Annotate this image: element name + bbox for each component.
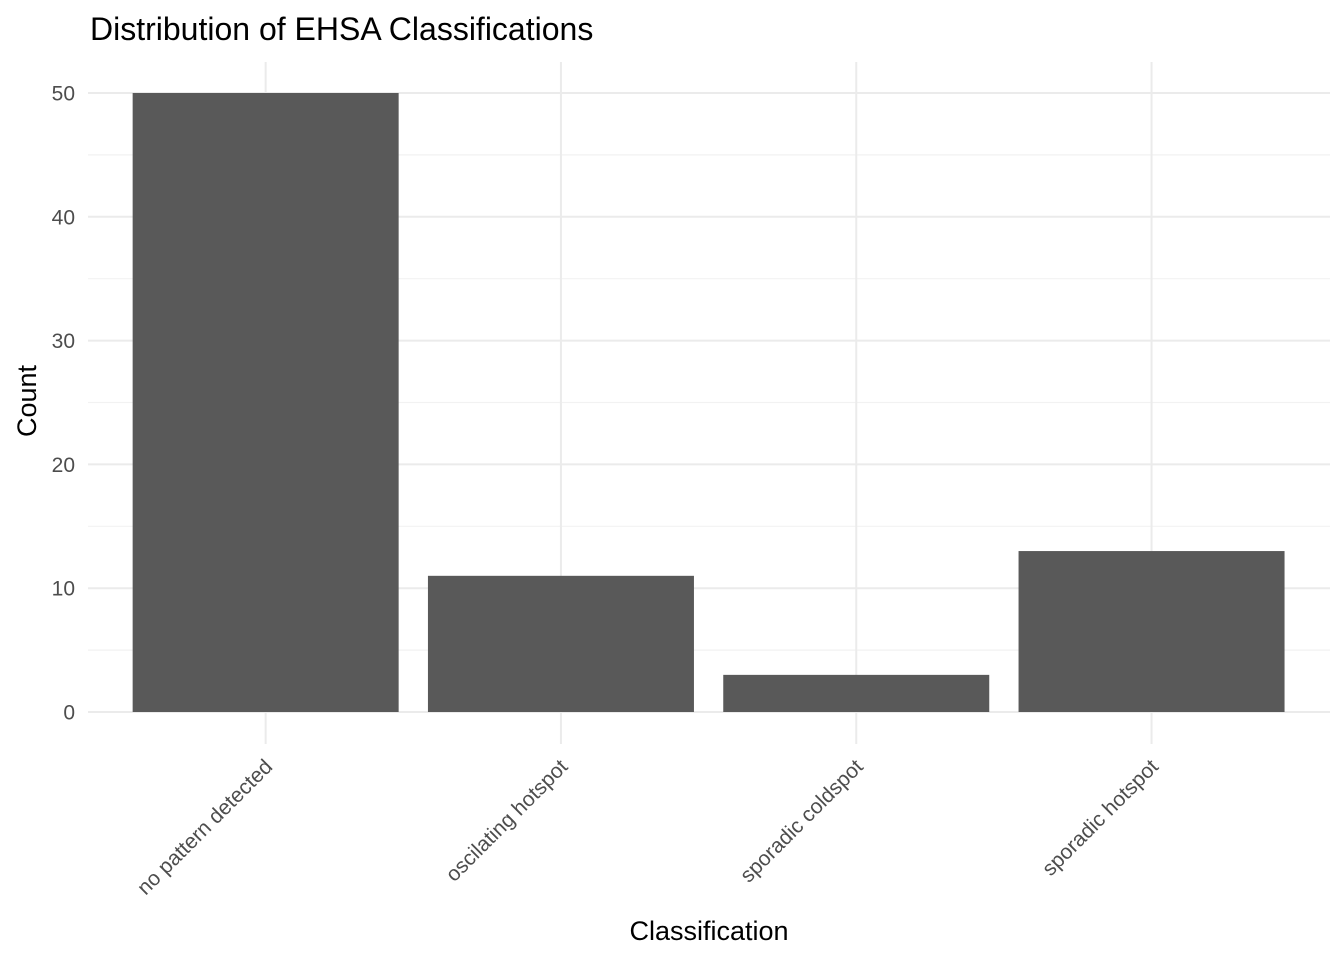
y-axis-title: Count bbox=[12, 364, 42, 437]
chart-title: Distribution of EHSA Classifications bbox=[90, 11, 593, 47]
bar bbox=[1018, 551, 1285, 712]
x-tick-label: sporadic hotspot bbox=[1038, 755, 1163, 880]
bar bbox=[132, 93, 399, 712]
y-tick-label: 50 bbox=[52, 83, 75, 106]
bar bbox=[427, 575, 694, 712]
x-tick-labels: no pattern detected oscilating hotspot spo… bbox=[133, 755, 1163, 899]
y-tick-label: 0 bbox=[63, 702, 75, 725]
bar bbox=[723, 674, 990, 712]
y-tick-label: 10 bbox=[52, 578, 75, 601]
y-tick-label: 30 bbox=[52, 330, 75, 353]
x-axis-title: Classification bbox=[629, 916, 788, 946]
y-tick-label: 20 bbox=[52, 454, 75, 477]
bars bbox=[132, 93, 1285, 712]
x-tick-label: sporadic coldspot bbox=[736, 755, 868, 887]
y-tick-labels: 0 10 20 30 40 50 bbox=[52, 83, 75, 725]
y-tick-label: 40 bbox=[52, 206, 75, 229]
x-tick-label: oscilating hotspot bbox=[441, 755, 572, 886]
x-tick-label: no pattern detected bbox=[133, 755, 277, 899]
